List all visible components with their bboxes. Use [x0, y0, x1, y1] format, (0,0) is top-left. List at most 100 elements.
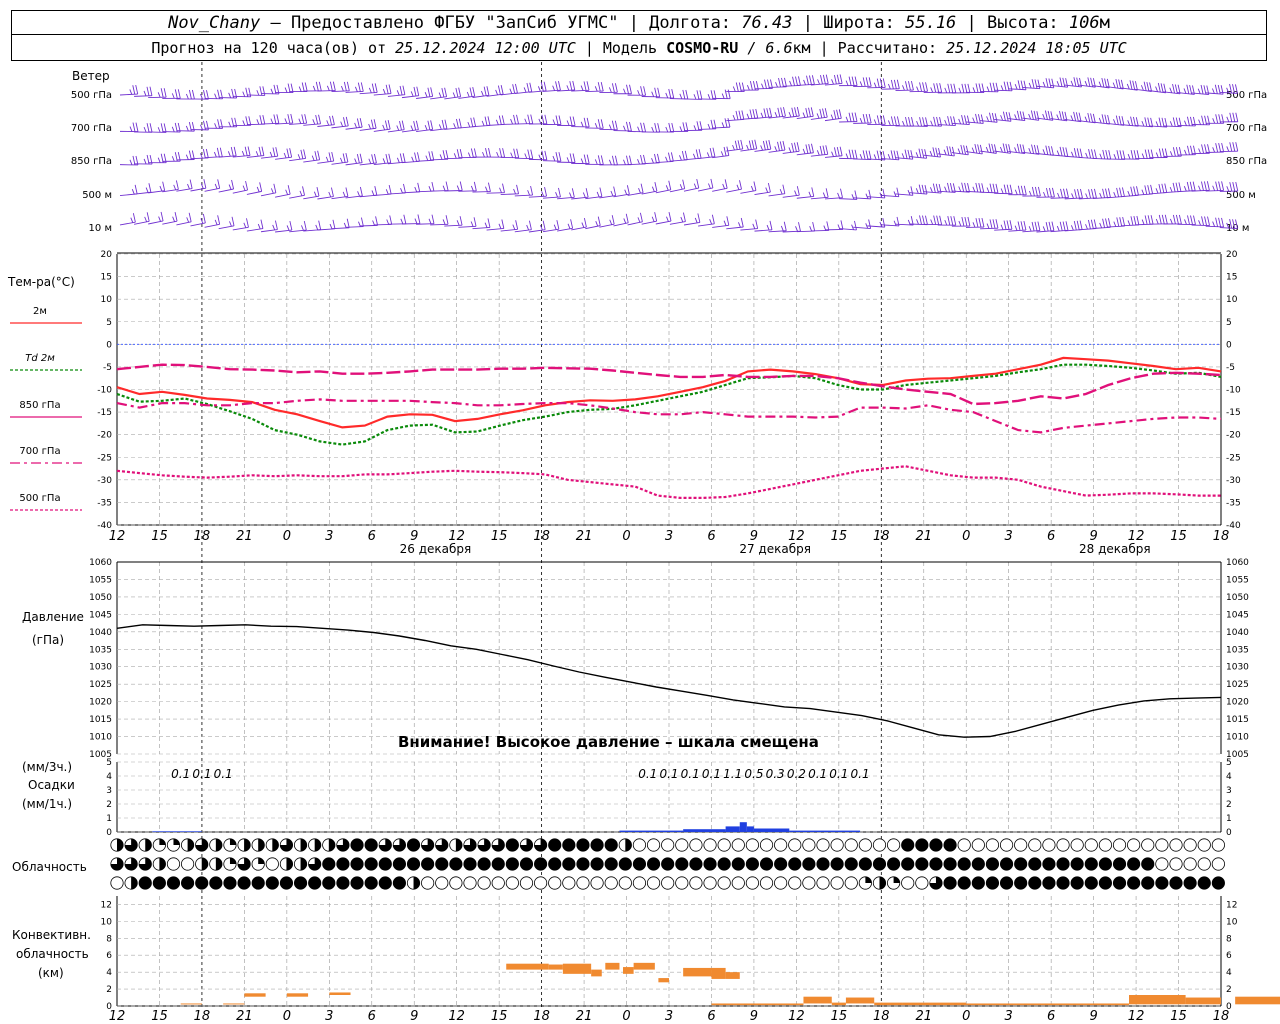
pressure-tick-left: 1010 [89, 733, 112, 743]
wind-barb-flag [414, 218, 418, 224]
wind-barb-flag [256, 186, 260, 193]
wind-barb-flag [541, 114, 545, 124]
wind-barb-flag [964, 182, 968, 193]
wind-barb-flag [922, 82, 925, 92]
wind-barb-flag [721, 122, 725, 128]
wind-barb-staff [994, 150, 1011, 154]
wind-barb-flag [414, 186, 418, 193]
wind-barb-flag [893, 79, 897, 89]
wind-barb-flag [1221, 217, 1224, 228]
wind-barb-flag [1133, 150, 1137, 160]
wind-barb-flag [1212, 118, 1216, 124]
wind-barb-flag [876, 115, 880, 125]
wind-barb-flag [270, 88, 274, 94]
wind-barb-flag [1198, 220, 1201, 226]
wind-barb-flag [1020, 80, 1024, 90]
cloud-fill [181, 876, 194, 890]
wind-barb-flag [516, 184, 519, 194]
cloud-circle [703, 876, 717, 890]
wind-barb-staff [1106, 86, 1124, 90]
wind-barb-flag [543, 81, 547, 91]
wind-barb-flag [445, 181, 449, 191]
wind-barb-flag [473, 117, 477, 127]
wind-barb-flag [146, 86, 150, 96]
day-label: 27 декабря [739, 542, 811, 556]
wind-barb-flag [1235, 181, 1239, 192]
wind-barb-flag [754, 139, 758, 149]
wind-barb-flag [1033, 110, 1037, 120]
wind-barb-flag [845, 153, 849, 159]
precip-bar [739, 822, 747, 832]
conv-bar [548, 964, 563, 970]
wind-barb-flag [859, 118, 863, 124]
wind-barb-flag [749, 109, 753, 119]
wind-barb-flag [289, 220, 293, 231]
provider-text: — Предоставлено ФГБУ "ЗапСиб УГМС" | Дол… [270, 13, 732, 33]
wind-barb-flag [472, 87, 476, 97]
precip-tick-left: 3 [106, 786, 112, 796]
wind-barb-staff [768, 193, 785, 197]
wind-barb-flag [958, 220, 962, 227]
wind-barb-flag [699, 90, 703, 100]
wind-barb-staff [1050, 84, 1068, 88]
wind-barb-flag [200, 124, 203, 130]
wind-barb-flag [1087, 112, 1091, 123]
wind-barb-flag [1164, 117, 1168, 128]
wind-barb-flag [925, 117, 928, 127]
wind-barb-flag [359, 153, 363, 163]
wind-barb-flag [822, 74, 826, 84]
wind-level-right: 500 гПа [1226, 90, 1267, 101]
pressure-tick-right: 1050 [1226, 593, 1249, 603]
wind-barb-flag [495, 119, 499, 126]
wind-barb-flag [994, 113, 998, 123]
wind-barb-flag [735, 82, 739, 92]
cloud-circle [646, 838, 661, 852]
cloud-fill [336, 857, 350, 871]
wind-barb-flag [1093, 219, 1097, 229]
cloud-sector [229, 857, 237, 864]
cloud-circle [985, 838, 1000, 852]
wind-barb-flag [1169, 186, 1173, 193]
wind-barb-flag [1019, 144, 1023, 154]
wind-barb-flag [552, 155, 556, 162]
wind-barb-flag [160, 88, 164, 98]
wind-barb-flag [682, 122, 686, 132]
wind-barb-flag [597, 82, 601, 92]
wind-barb-flag [783, 221, 787, 231]
wind-barb-flag [444, 119, 448, 129]
wind-barb-flag [762, 140, 766, 151]
wind-barb-flag [879, 221, 883, 228]
cloud-circle [1183, 838, 1197, 852]
cloud-sector [195, 838, 208, 852]
wind-barb-flag [312, 85, 316, 92]
cloud-circle [505, 876, 519, 890]
wind-barb-flag [1203, 181, 1207, 191]
wind-barb-flag [707, 93, 711, 100]
wind-barb-flag [789, 80, 792, 87]
wind-barb-flag [684, 150, 688, 160]
wind-barb-flag [1008, 112, 1012, 122]
hour-tick-bottom: 3 [325, 1009, 333, 1024]
wind-barb-flag [1113, 119, 1116, 125]
wind-barb-flag [298, 118, 302, 124]
wind-barb-flag [205, 148, 209, 159]
wind-barb-flag [331, 151, 335, 162]
wind-barb-staff [1008, 151, 1025, 155]
wind-barb-flag [500, 85, 504, 95]
wind-barb-flag [1060, 188, 1063, 198]
wind-barb-flag [1045, 78, 1049, 88]
conv-bar [633, 962, 655, 970]
cloud-fill [958, 876, 971, 890]
wind-barb-flag [526, 82, 530, 93]
wind-barb-flag [1211, 88, 1215, 94]
cloud-sector [110, 857, 124, 871]
wind-barb-flag [708, 183, 711, 189]
hour-tick-bottom: 0 [622, 1009, 630, 1024]
hour-tick-bottom: 18 [873, 1009, 890, 1024]
wind-barb-staff [303, 195, 320, 200]
wind-barb-flag [1150, 117, 1154, 127]
wind-barb-flag [596, 191, 600, 198]
temp-legend-label: 500 гПа [19, 493, 60, 504]
cloud-sector [237, 857, 251, 871]
wind-barb-flag [949, 146, 953, 156]
